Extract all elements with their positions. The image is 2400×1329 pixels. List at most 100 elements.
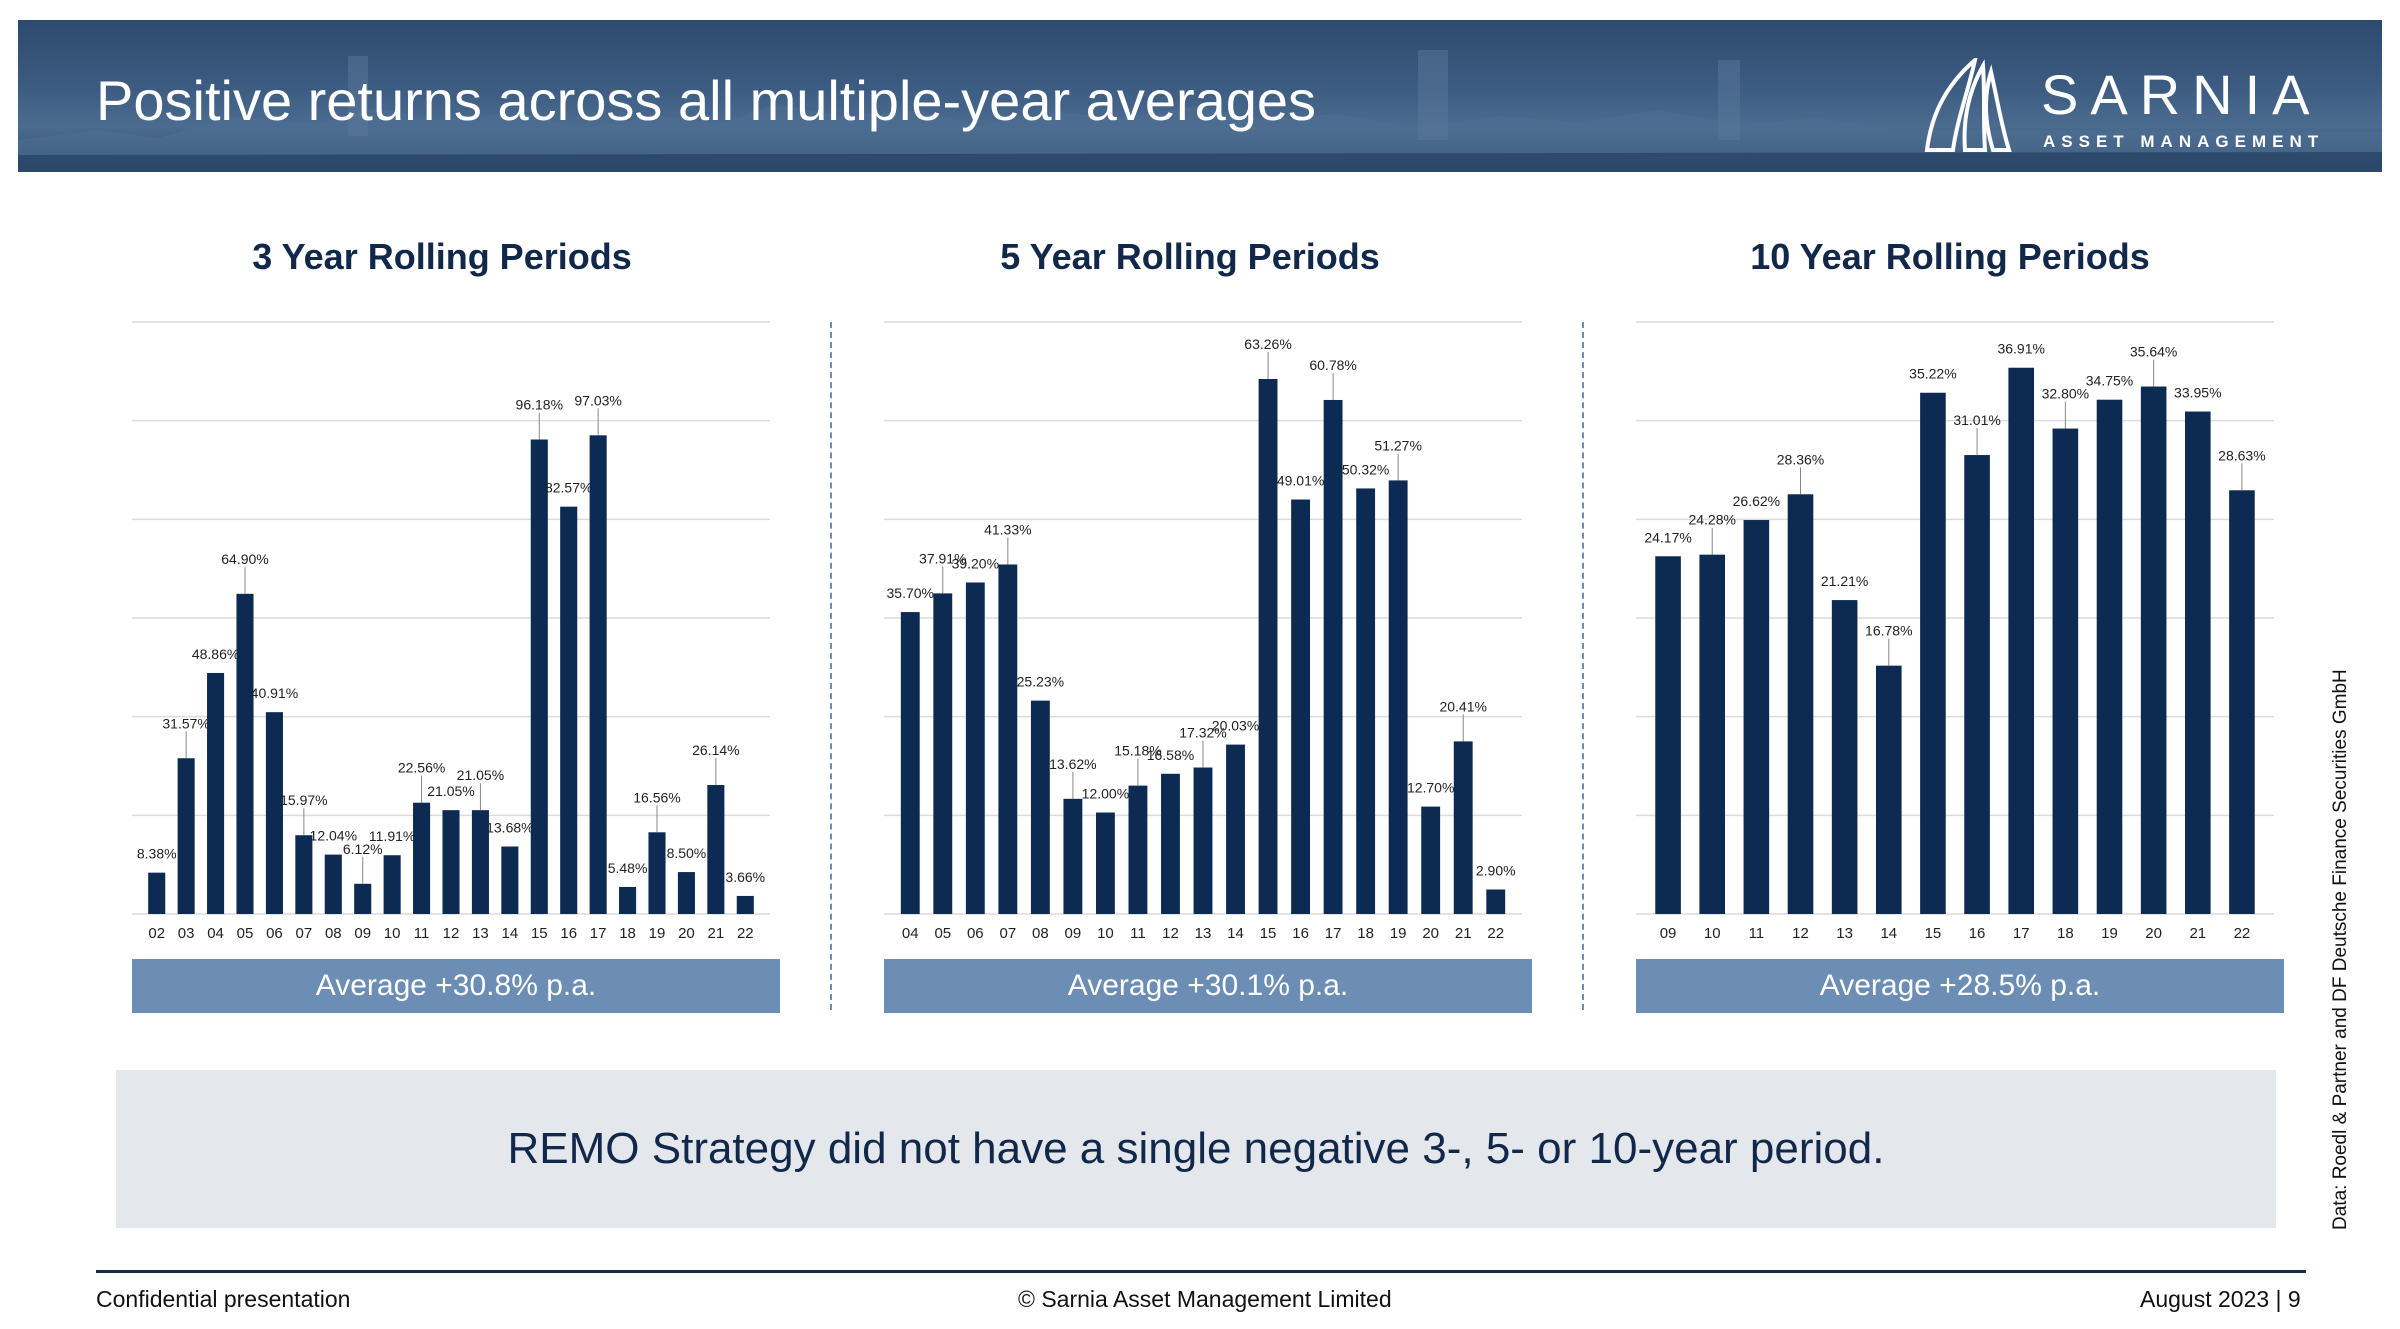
data-label: 22.56% — [398, 760, 445, 776]
bar — [589, 435, 607, 914]
tick-label: 21 — [2189, 925, 2206, 942]
chart-5yr-rolling: 35.70% 04 37.91% 05 39.20% 06 41.33% 07 25.23% 08… — [884, 321, 1522, 942]
tick-label: 14 — [1880, 925, 1897, 942]
data-label: 12.70% — [1407, 780, 1454, 796]
data-label: 50.32% — [1342, 461, 1389, 477]
sarnia-logo: SARNIA ASSET MANAGEMENT — [1923, 58, 2343, 158]
data-label: 35.70% — [887, 585, 934, 601]
tick-label: 16 — [1292, 925, 1309, 942]
tick-label: 20 — [678, 925, 695, 942]
bar — [148, 872, 166, 914]
tick-label: 11 — [1130, 925, 1146, 942]
data-label: 8.38% — [137, 846, 177, 862]
data-label: 26.62% — [1733, 493, 1780, 509]
tick-label: 08 — [325, 925, 342, 942]
data-label: 49.01% — [1277, 473, 1324, 489]
bar — [530, 439, 548, 914]
header-banner: Positive returns across all multiple-yea… — [18, 20, 2382, 172]
data-label: 32.80% — [2042, 386, 2089, 402]
tick-label: 19 — [649, 925, 666, 942]
bar — [177, 758, 195, 914]
bar — [1453, 741, 1473, 914]
bar — [207, 672, 225, 914]
bar — [265, 712, 283, 914]
chart-3yr-rolling: 8.38% 02 31.57% 03 48.86% 04 64.90% 05 40.91% 06 1… — [132, 321, 770, 942]
tick-label: 10 — [384, 925, 401, 942]
bar — [2184, 411, 2211, 914]
bar — [2096, 399, 2123, 914]
tick-label: 10 — [1704, 925, 1721, 942]
tick-label: 06 — [266, 925, 283, 942]
average-box-10yr: Average +28.5% p.a. — [1636, 959, 2284, 1013]
data-label: 15.18% — [1114, 743, 1161, 759]
tick-label: 08 — [1032, 925, 1049, 942]
data-label: 16.58% — [1147, 747, 1194, 763]
bar — [1193, 767, 1213, 914]
bar — [1323, 399, 1343, 914]
data-label: 97.03% — [574, 392, 621, 408]
data-label: 35.64% — [2130, 344, 2177, 360]
bar — [442, 810, 460, 914]
bar — [295, 835, 313, 914]
footer-rule — [96, 1270, 2306, 1273]
bar — [236, 593, 254, 914]
chart-title-5yr: 5 Year Rolling Periods — [1000, 236, 1380, 277]
data-label: 41.33% — [984, 521, 1031, 537]
data-label: 36.91% — [1997, 341, 2044, 357]
bar — [1030, 700, 1050, 914]
bar — [471, 810, 489, 914]
bar — [1161, 773, 1180, 914]
bar — [900, 612, 920, 914]
tick-label: 09 — [1065, 925, 1082, 942]
tick-label: 09 — [1660, 925, 1677, 942]
logo-wordmark: SARNIA — [2041, 63, 2322, 126]
data-label: 82.57% — [545, 480, 592, 496]
data-label: 31.01% — [1953, 412, 2000, 428]
data-label: 13.68% — [486, 820, 533, 836]
bar — [1699, 554, 1726, 914]
data-label: 35.22% — [1909, 366, 1956, 382]
tick-label: 15 — [1260, 925, 1277, 942]
bar — [324, 854, 342, 914]
chart-divider — [1582, 322, 1584, 1010]
data-label: 8.50% — [667, 845, 707, 861]
tick-label: 13 — [472, 925, 489, 942]
data-label: 3.66% — [725, 869, 765, 885]
bar — [501, 846, 519, 914]
data-label: 24.28% — [1688, 512, 1735, 528]
tick-label: 07 — [999, 925, 1016, 942]
bar — [1258, 379, 1278, 914]
tick-label: 18 — [619, 925, 636, 942]
data-label: 16.56% — [633, 789, 680, 805]
tick-label: 21 — [1455, 925, 1472, 942]
page-title: Positive returns across all multiple-yea… — [96, 69, 1317, 132]
data-label: 26.14% — [692, 742, 739, 758]
data-label: 16.78% — [1865, 623, 1912, 639]
data-label: 39.20% — [952, 555, 999, 571]
bar — [736, 895, 754, 914]
bar — [2140, 386, 2167, 914]
tick-label: 18 — [2057, 925, 2074, 942]
tick-label: 17 — [1325, 925, 1342, 942]
callout-statement: REMO Strategy did not have a single nega… — [116, 1070, 2276, 1228]
bar — [1291, 499, 1311, 914]
data-label: 20.41% — [1439, 698, 1486, 714]
bar — [1486, 889, 1506, 914]
bar — [1875, 665, 1902, 914]
data-label: 21.05% — [457, 767, 504, 783]
sail-icon — [1924, 58, 2012, 152]
bar — [619, 886, 637, 914]
tick-label: 16 — [1969, 925, 1986, 942]
bar — [1421, 806, 1441, 914]
data-label: 15.97% — [280, 792, 327, 808]
tick-label: 20 — [1422, 925, 1439, 942]
tick-label: 02 — [148, 925, 165, 942]
tick-label: 16 — [560, 925, 577, 942]
tick-label: 09 — [354, 925, 371, 942]
tick-label: 06 — [967, 925, 984, 942]
data-label: 28.63% — [2218, 447, 2265, 463]
bar — [1063, 798, 1083, 914]
bar — [413, 802, 431, 914]
data-label: 51.27% — [1374, 437, 1421, 453]
chart-title-10yr: 10 Year Rolling Periods — [1750, 236, 2150, 277]
